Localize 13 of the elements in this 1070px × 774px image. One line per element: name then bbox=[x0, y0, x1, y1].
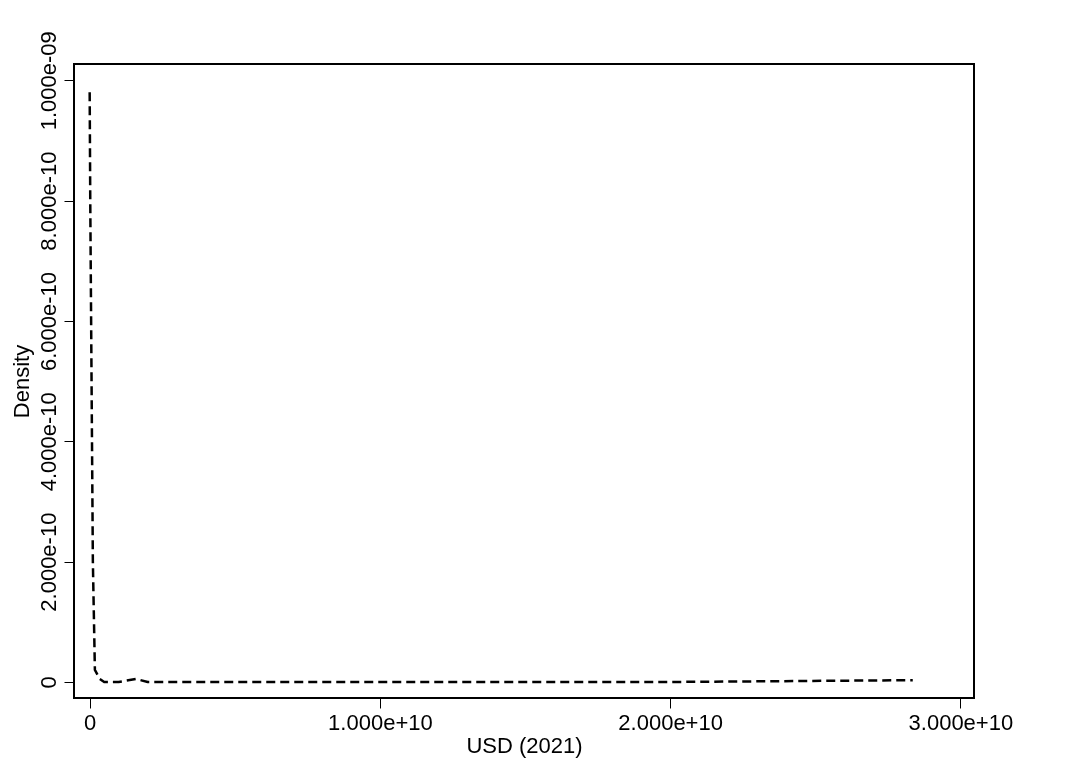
y-axis-title: Density bbox=[8, 344, 34, 419]
x-axis-title: USD (2021) bbox=[466, 732, 583, 758]
x-tick-label: 3.000e+10 bbox=[908, 709, 1014, 735]
y-tick-label: 4.000e-10 bbox=[35, 392, 61, 492]
x-tick-label: 1.000e+10 bbox=[328, 709, 433, 735]
y-tick-label: 1.000e-09 bbox=[35, 31, 61, 131]
x-tick-label: 0 bbox=[84, 709, 97, 735]
x-tick-label: 2.000e+10 bbox=[618, 709, 723, 735]
y-tick-label: 0 bbox=[35, 676, 61, 689]
y-tick-label: 2.000e-10 bbox=[35, 512, 61, 612]
y-tick-label: 6.000e-10 bbox=[35, 271, 61, 371]
line-series bbox=[88, 91, 915, 684]
y-tick-label: 8.000e-10 bbox=[35, 151, 61, 251]
